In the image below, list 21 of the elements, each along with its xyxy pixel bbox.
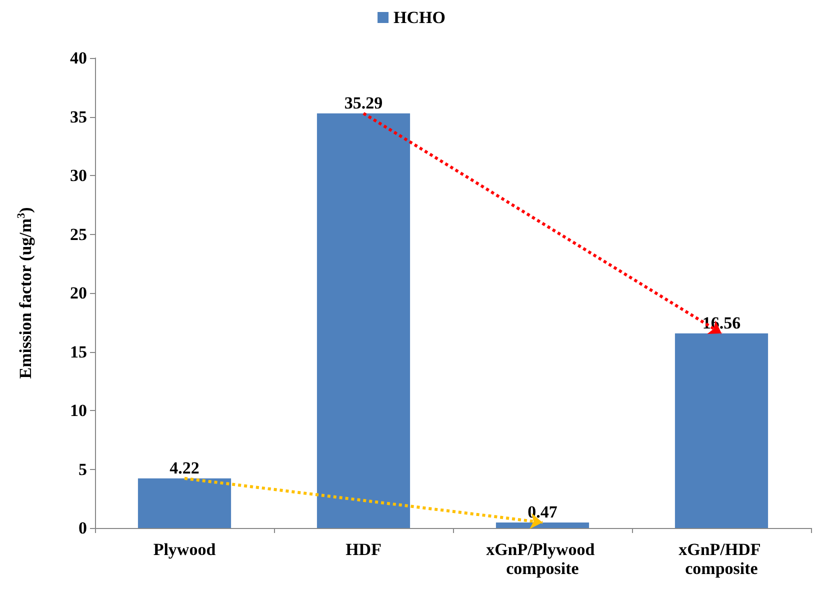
data-label: 0.47 xyxy=(528,502,558,522)
y-tick-label: 25 xyxy=(70,224,87,244)
x-tick-label: HDF xyxy=(346,540,382,559)
bar xyxy=(674,333,768,528)
legend-label: HCHO xyxy=(394,8,446,27)
y-tick-label: 15 xyxy=(70,342,87,362)
y-tick-label: 30 xyxy=(70,166,87,185)
y-tick-label: 20 xyxy=(70,284,87,302)
y-tick-label: 0 xyxy=(78,518,87,538)
y-tick-label: 40 xyxy=(70,48,87,68)
y-tick-label: 35 xyxy=(70,107,87,126)
y-axis-title: Emission factor (ug/m3) xyxy=(16,207,35,379)
data-label: 4.22 xyxy=(170,458,200,478)
y-tick-label: 5 xyxy=(78,460,87,479)
bar xyxy=(316,113,410,528)
y-tick-label: 10 xyxy=(70,401,87,420)
bar xyxy=(138,478,232,528)
x-tick-label: xGnP/Plywood composite xyxy=(486,540,599,578)
data-label: 35.29 xyxy=(344,93,383,112)
x-tick-label: xGnP/HDF composite xyxy=(678,540,764,578)
x-tick-label: Plywood xyxy=(153,540,216,559)
